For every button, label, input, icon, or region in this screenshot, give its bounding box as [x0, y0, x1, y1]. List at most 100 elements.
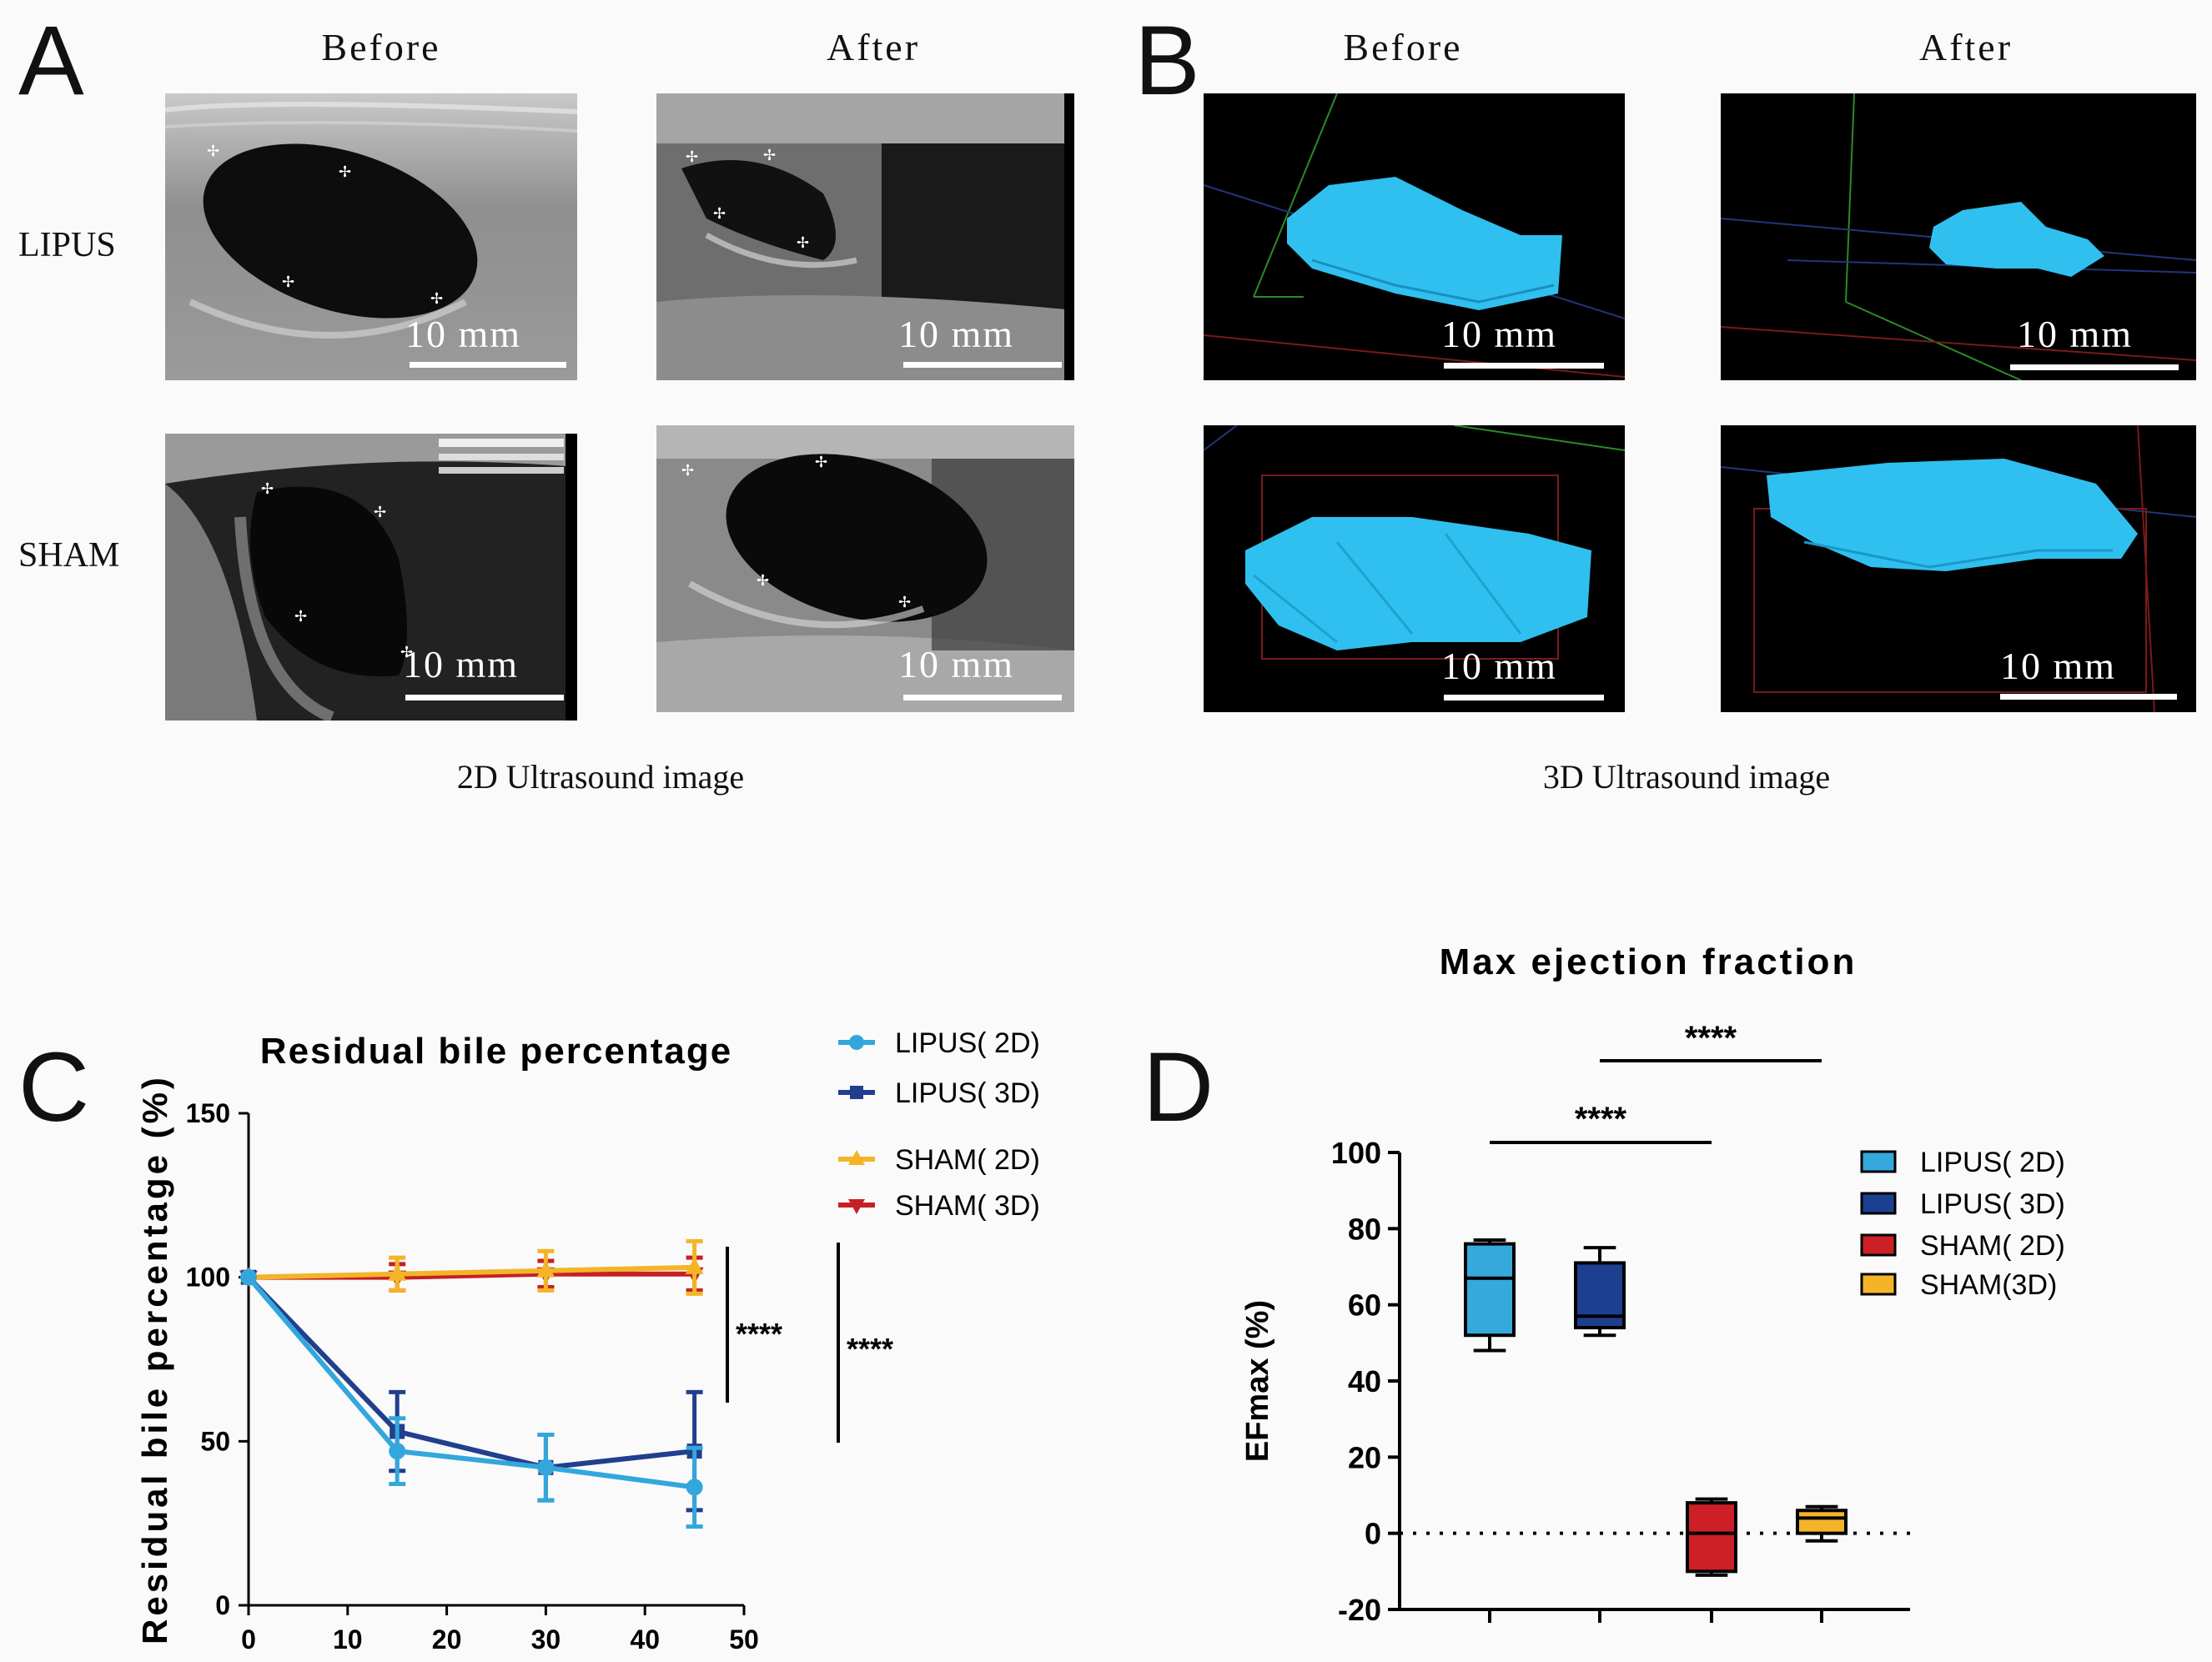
y-tick-label: 150 — [186, 1098, 230, 1128]
volume-render — [1287, 177, 1562, 310]
data-point — [686, 1479, 703, 1496]
svg-text:✢: ✢ — [898, 594, 911, 610]
panel-a-letter: A — [18, 6, 84, 116]
legend-label: LIPUS( 2D) — [1920, 1147, 2065, 1178]
panel-d-letter: D — [1143, 1032, 1214, 1142]
data-point — [240, 1268, 257, 1286]
data-point — [388, 1263, 407, 1281]
scale-bar — [903, 362, 1062, 368]
legend-swatch — [1860, 1150, 1897, 1173]
significance-label: **** — [1685, 1020, 1737, 1057]
x-tick-label: 50 — [729, 1624, 759, 1654]
volume-render — [1929, 202, 2104, 277]
scale-label: 10 mm — [898, 313, 1015, 355]
svg-text:✢: ✢ — [797, 234, 809, 251]
legend-label: LIPUS( 2D) — [895, 1027, 1040, 1059]
svg-text:✢: ✢ — [294, 608, 307, 625]
svg-text:✢: ✢ — [815, 454, 827, 470]
y-tick-label: 60 — [1348, 1288, 1381, 1323]
svg-text:✢: ✢ — [713, 205, 726, 222]
scale-bar — [2010, 364, 2179, 370]
legend-label: SHAM(3D) — [1920, 1269, 2057, 1301]
series-line-2 — [248, 1264, 695, 1280]
volume-render — [1245, 517, 1591, 650]
x-tick-label: 0 — [241, 1624, 256, 1654]
scale-label: 10 mm — [1441, 645, 1558, 687]
series-line-1 — [246, 1275, 695, 1470]
panel-b-caption: 3D Ultrasound image — [1542, 758, 1831, 796]
legend-marker — [850, 1086, 863, 1099]
legend-label: SHAM( 2D) — [895, 1144, 1040, 1176]
x-tick-label: 40 — [630, 1624, 660, 1654]
y-tick-label: 100 — [186, 1263, 230, 1293]
us-3d-lipus-before: 10 mm — [1204, 93, 1625, 380]
significance-label: **** — [736, 1317, 782, 1351]
scale-bar — [2000, 694, 2177, 700]
y-tick-label: 20 — [1348, 1440, 1381, 1474]
panel-a-caption: 2D Ultrasound image — [456, 758, 745, 796]
y-tick-label: 80 — [1348, 1212, 1381, 1246]
scale-bar — [1444, 695, 1604, 700]
legend-marker — [849, 1035, 864, 1050]
legend-swatch — [1860, 1273, 1897, 1296]
us-2d-sham-after: ✢ ✢ ✢ ✢ 10 mm — [656, 425, 1074, 712]
data-point — [537, 1459, 555, 1476]
svg-text:✢: ✢ — [207, 143, 219, 159]
x-tick-label: 10 — [333, 1624, 363, 1654]
x-tick-label: 30 — [531, 1624, 561, 1654]
scale-bar — [410, 362, 566, 368]
us-3d-sham-before: 10 mm — [1204, 425, 1625, 712]
legend-swatch — [1860, 1192, 1897, 1215]
us-2d-sham-before: ✢ ✢ ✢ ✢ 10 mm — [165, 434, 577, 721]
legend-marker — [848, 1199, 865, 1214]
panel-c-letter: C — [18, 1032, 90, 1142]
data-point — [536, 1260, 556, 1278]
svg-text:✢: ✢ — [282, 274, 294, 290]
legend-label: SHAM( 2D) — [1920, 1230, 2065, 1262]
svg-text:✢: ✢ — [400, 644, 413, 660]
scale-bar — [903, 695, 1062, 700]
significance-label: **** — [847, 1332, 893, 1366]
panel-a-sham-label: SHAM — [18, 536, 120, 575]
svg-text:✢: ✢ — [374, 504, 386, 520]
series-line-0 — [246, 1275, 695, 1490]
svg-text:✢: ✢ — [261, 480, 274, 497]
data-point — [685, 1257, 704, 1274]
y-tick-label: -20 — [1338, 1593, 1381, 1627]
panel-a-lipus-label: LIPUS — [18, 226, 116, 264]
y-tick-label: 40 — [1348, 1364, 1381, 1398]
box-1 — [1574, 1261, 1626, 1330]
scale-label: 10 mm — [403, 643, 520, 685]
legend-label: SHAM( 3D) — [895, 1190, 1040, 1222]
us-3d-lipus-after: 10 mm — [1721, 93, 2196, 380]
scale-bar — [405, 695, 564, 700]
y-axis-label: EFmax (%) — [1240, 1300, 1275, 1462]
svg-text:✢: ✢ — [686, 148, 698, 165]
y-tick-label: 100 — [1331, 1136, 1381, 1170]
scale-label: 10 mm — [898, 643, 1015, 685]
chart-title: Max ejection fraction — [1440, 941, 1858, 982]
panel-a-after-heading: After — [826, 26, 921, 68]
max-ejection-fraction-chart: Max ejection fraction -20 0 20 40 60 80 100 EFma… — [1240, 941, 2065, 1627]
scale-label: 10 mm — [1441, 313, 1558, 355]
panel-a-before-heading: Before — [321, 26, 441, 68]
us-2d-lipus-after: ✢ ✢ ✢ ✢ 10 mm — [656, 93, 1074, 380]
y-tick-label: 0 — [215, 1590, 230, 1620]
box-2 — [1686, 1501, 1737, 1574]
panel-b-before-heading: Before — [1343, 26, 1463, 68]
scale-label: 10 mm — [405, 313, 522, 355]
panel-b-letter: B — [1134, 6, 1200, 116]
legend-marker — [848, 1150, 865, 1165]
x-tick-label: 20 — [432, 1624, 462, 1654]
panel-b-after-heading: After — [1918, 26, 2013, 68]
legend-label: LIPUS( 3D) — [1920, 1188, 2065, 1220]
significance-label: **** — [1575, 1101, 1627, 1137]
legend-label: LIPUS( 3D) — [895, 1077, 1040, 1109]
y-tick-label: 0 — [1365, 1517, 1381, 1551]
svg-text:✢: ✢ — [681, 462, 694, 479]
box-3 — [1796, 1509, 1848, 1535]
volume-render — [1767, 459, 2138, 571]
scale-label: 10 mm — [2000, 645, 2117, 687]
legend-swatch — [1860, 1233, 1897, 1257]
us-2d-lipus-before: ✢ ✢ ✢ ✢ 10 mm — [165, 93, 577, 380]
